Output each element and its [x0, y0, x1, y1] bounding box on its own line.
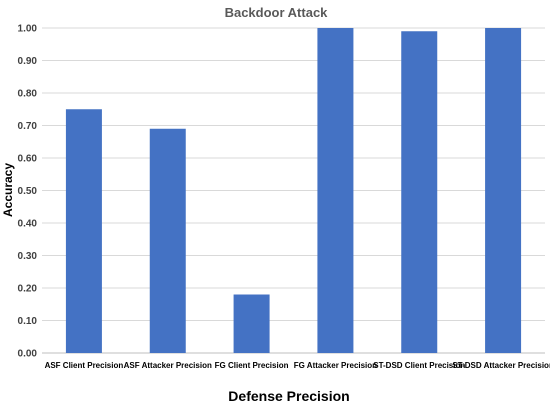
x-tick-label: ASF Client Precision — [45, 361, 124, 370]
y-axis-label: Accuracy — [1, 163, 15, 217]
y-tick-label: 0.60 — [18, 154, 38, 165]
y-tick-label: 0.90 — [18, 56, 38, 67]
y-tick-label: 1.00 — [18, 24, 38, 35]
bar — [317, 28, 354, 353]
y-tick-label: 0.20 — [18, 284, 38, 295]
x-tick-label: FG Attacker Precision — [294, 361, 377, 370]
x-tick-label: FG Client Precision — [215, 361, 289, 370]
x-axis-ticks: ASF Client Precision ASF Attacker Precisi… — [45, 361, 550, 370]
x-tick-label: ASF Attacker Precision — [124, 361, 212, 370]
y-tick-label: 0.30 — [18, 251, 38, 262]
bar — [149, 128, 186, 353]
gridlines — [42, 27, 545, 354]
x-tick-label: ST-DSD Client Precision — [373, 361, 465, 370]
y-tick-label: 0.00 — [18, 349, 38, 360]
bar — [233, 294, 270, 353]
bar — [65, 109, 102, 353]
y-tick-label: 0.10 — [18, 316, 38, 327]
x-tick-label: ST-DSD Attacker Precision — [452, 361, 550, 370]
bar — [401, 31, 438, 353]
bars — [65, 28, 522, 353]
chart-title: Backdoor Attack — [225, 5, 329, 20]
x-axis-label: Defense Precision — [228, 388, 349, 404]
y-tick-label: 0.70 — [18, 121, 38, 132]
y-tick-label: 0.50 — [18, 186, 38, 197]
y-axis-ticks: 0.00 0.10 0.20 0.30 0.40 0.50 0.60 0.70 0.80 0.90… — [18, 24, 38, 360]
y-tick-label: 0.80 — [18, 89, 38, 100]
bar — [485, 28, 522, 353]
y-tick-label: 0.40 — [18, 219, 38, 230]
